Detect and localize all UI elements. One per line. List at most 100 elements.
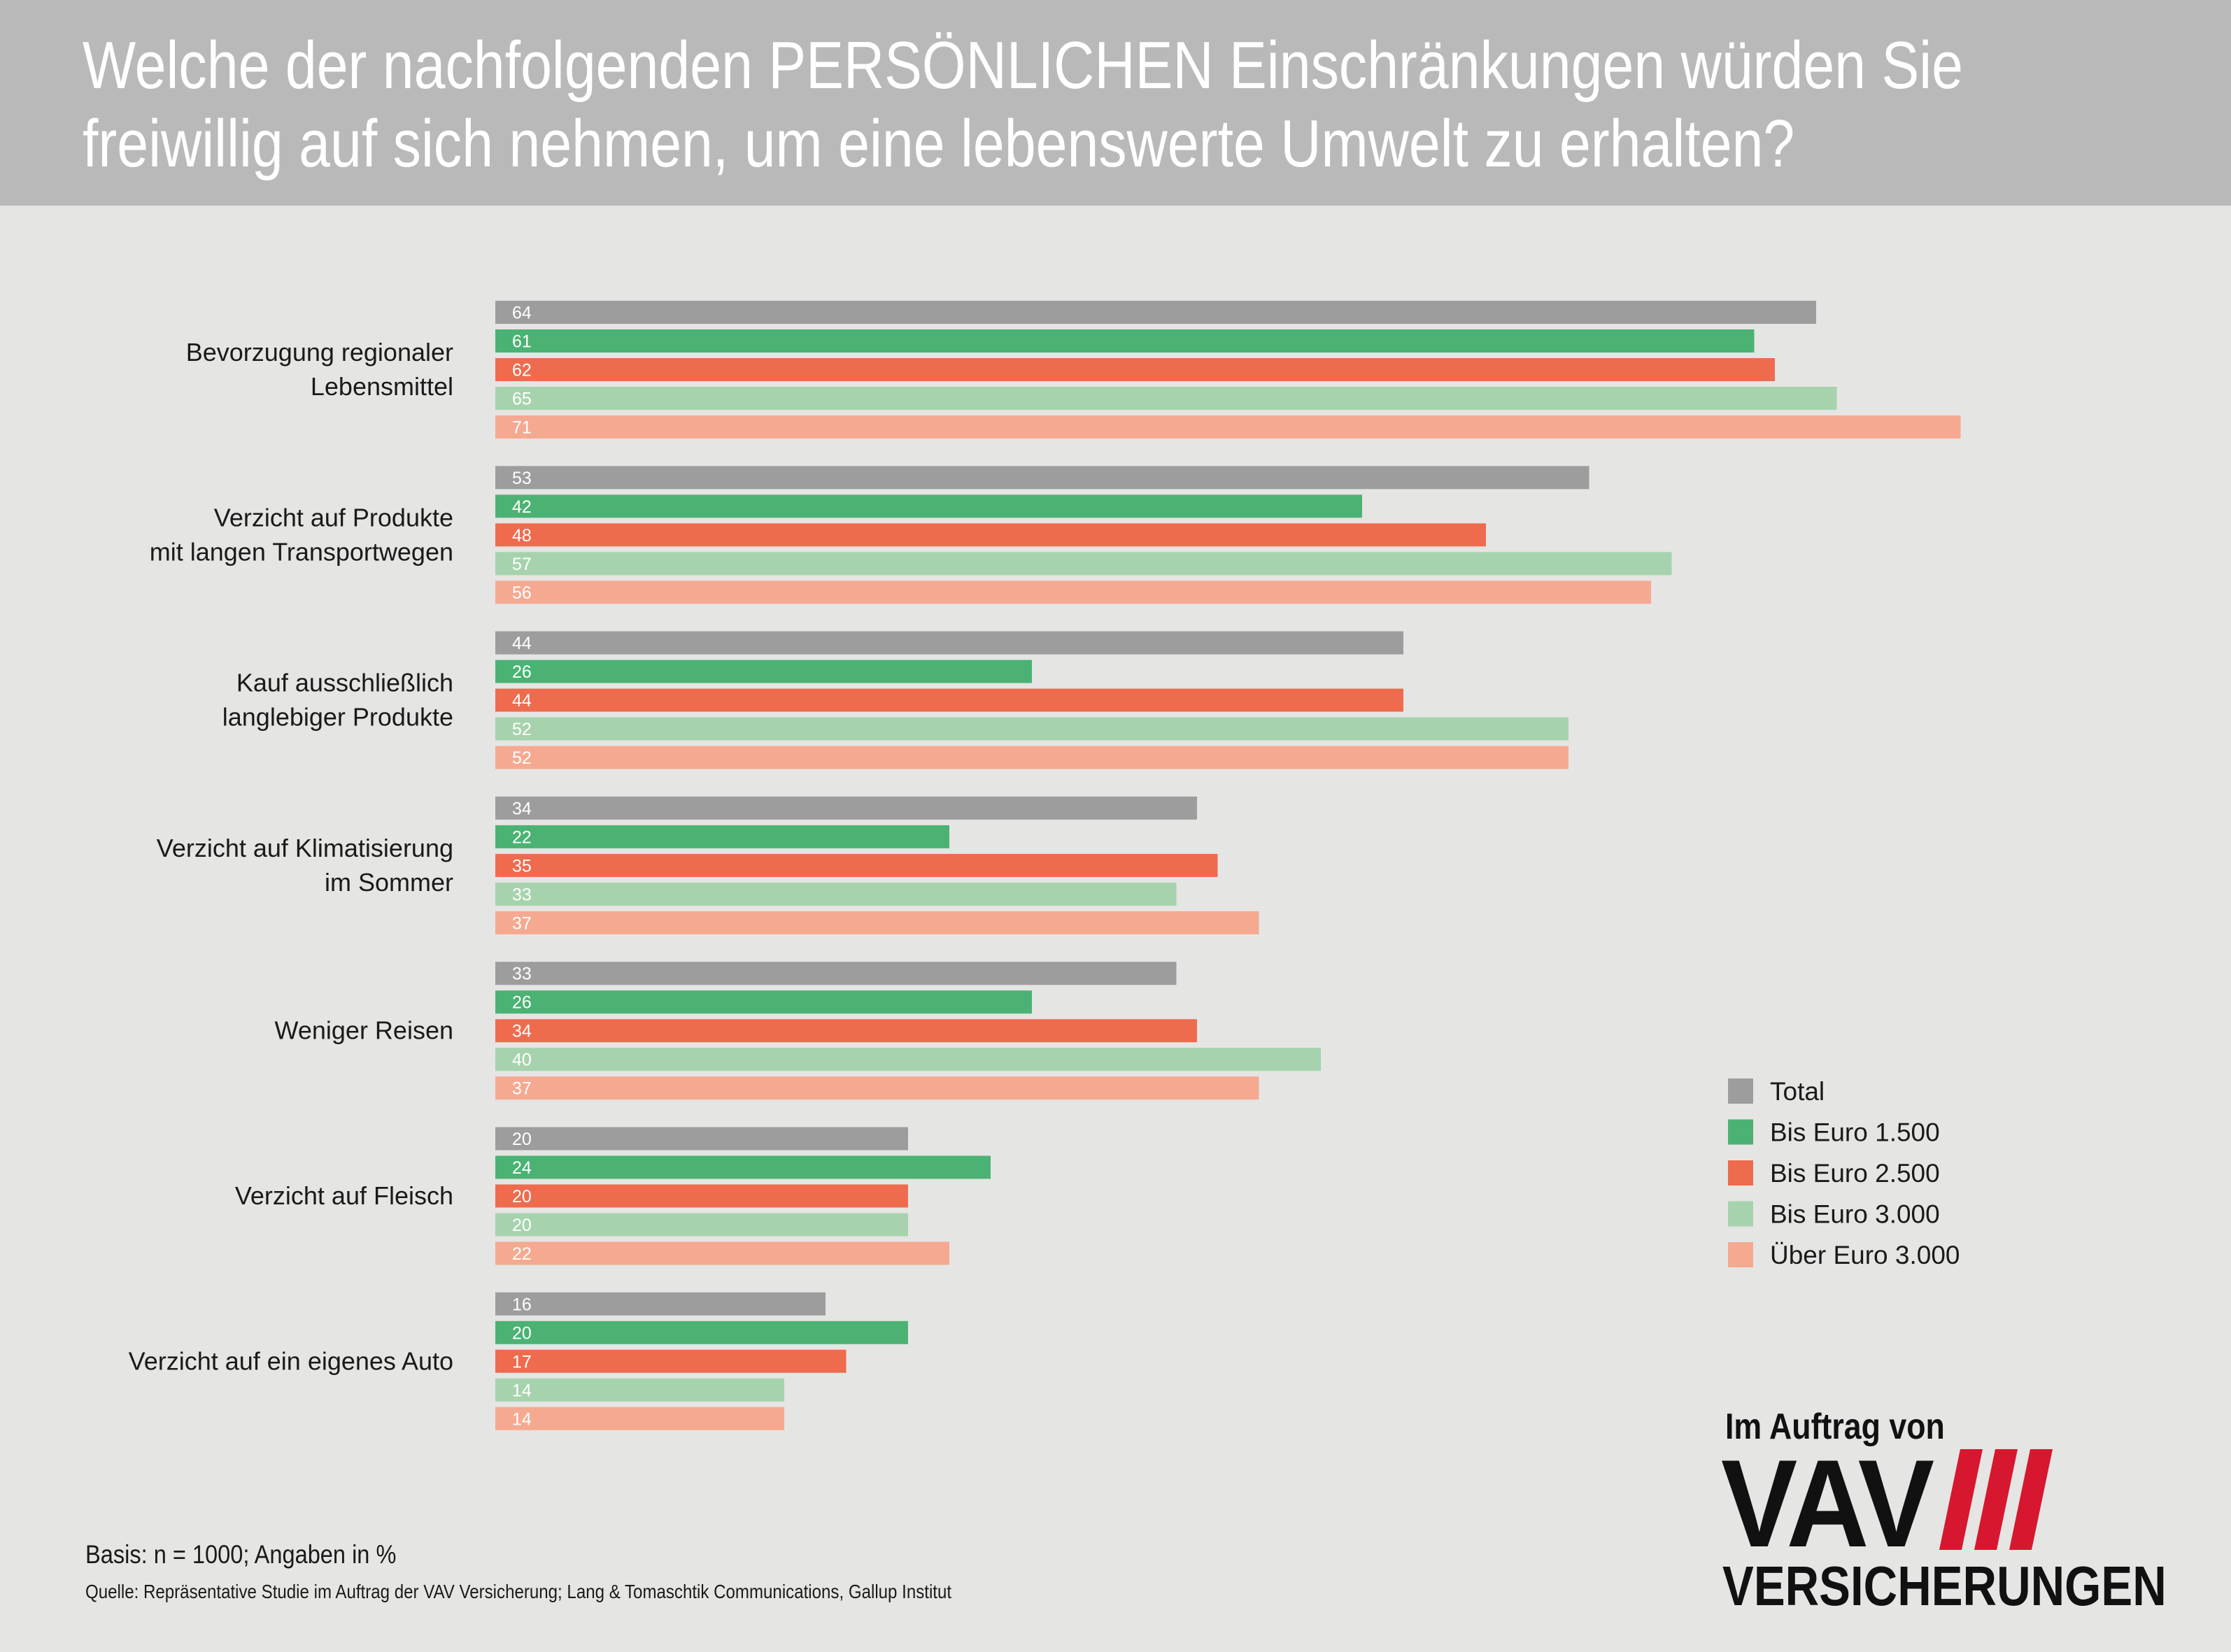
bar <box>495 1349 847 1373</box>
legend-label: Bis Euro 3.000 <box>1770 1200 1940 1229</box>
bar <box>495 911 1259 934</box>
bar-value-label: 42 <box>512 497 532 517</box>
bar-value-label: 33 <box>512 885 532 904</box>
bar-value-label: 34 <box>512 1022 532 1041</box>
logo-stripe <box>1939 1449 1983 1550</box>
vav-logo: Im Auftrag von VAV VERSICHERUNGEN <box>1721 1406 2197 1614</box>
bar <box>495 746 1568 769</box>
bar <box>495 552 1672 576</box>
bar <box>495 387 1837 410</box>
legend-swatch <box>1728 1160 1753 1185</box>
bar <box>495 1019 1197 1043</box>
bar <box>495 660 1032 683</box>
bar <box>495 825 949 848</box>
logo-stripe <box>1974 1449 2018 1550</box>
bar <box>495 1184 908 1208</box>
bar-value-label: 57 <box>512 555 532 574</box>
bar-value-label: 44 <box>512 691 532 711</box>
bar <box>495 523 1486 547</box>
bar <box>495 1320 908 1344</box>
bar-value-label: 61 <box>512 332 532 352</box>
bar <box>495 1378 784 1402</box>
bar-value-label: 20 <box>512 1130 532 1149</box>
bar-value-label: 26 <box>512 662 532 682</box>
bar <box>495 1155 991 1179</box>
bar-value-label: 16 <box>512 1295 532 1314</box>
bar-value-label: 17 <box>512 1352 532 1372</box>
chart-title: Welche der nachfolgenden PERSÖNLICHEN Ei… <box>83 27 1964 183</box>
bar-value-label: 44 <box>512 634 532 653</box>
logo-stripes-icon <box>1939 1449 2053 1550</box>
bar-value-label: 20 <box>512 1323 532 1343</box>
category-label: Lebensmittel <box>311 372 453 401</box>
legend-swatch <box>1728 1242 1753 1267</box>
bar-value-label: 14 <box>512 1381 532 1400</box>
bar-value-label: 22 <box>512 827 532 847</box>
bar <box>495 990 1032 1014</box>
bar <box>495 853 1218 877</box>
category-label: Bevorzugung regionaler <box>186 338 453 366</box>
category-label: mit langen Transportwegen <box>150 537 453 566</box>
bar <box>495 1407 784 1430</box>
bar <box>495 631 1403 655</box>
bar-value-label: 37 <box>512 913 532 933</box>
bar <box>495 882 1177 906</box>
bar <box>495 717 1568 741</box>
chart-title-line-2: freiwillig auf sich nehmen, um eine lebe… <box>83 106 1795 181</box>
bar-value-label: 56 <box>512 583 532 603</box>
bar <box>495 1127 908 1151</box>
category-label: Verzicht auf Klimatisierung <box>157 834 453 862</box>
legend-label: Über Euro 3.000 <box>1770 1241 1960 1269</box>
bar <box>495 1076 1259 1100</box>
bar-value-label: 52 <box>512 720 532 739</box>
logo-tagline: Im Auftrag von <box>1725 1407 1945 1447</box>
bar-value-label: 48 <box>512 526 532 546</box>
category-label: Weniger Reisen <box>275 1016 453 1045</box>
bar <box>495 1241 949 1265</box>
bar <box>495 494 1362 518</box>
legend-label: Bis Euro 2.500 <box>1770 1159 1940 1188</box>
bar-value-label: 20 <box>512 1216 532 1235</box>
legend-swatch <box>1728 1119 1753 1145</box>
footer-basis: Basis: n = 1000; Angaben in % <box>85 1540 397 1569</box>
bar-value-label: 37 <box>512 1079 532 1099</box>
bar <box>495 796 1197 820</box>
bar <box>495 301 1816 324</box>
bar-value-label: 53 <box>512 469 532 488</box>
bar <box>495 581 1651 604</box>
bar-value-label: 26 <box>512 993 532 1013</box>
bar <box>495 329 1755 353</box>
logo-stripe <box>2009 1449 2053 1550</box>
category-label: Kauf ausschließlich <box>236 669 453 697</box>
category-label: Verzicht auf Produkte <box>214 503 453 532</box>
bar-value-label: 20 <box>512 1187 532 1206</box>
footer-source: Quelle: Repräsentative Studie im Auftrag… <box>85 1581 952 1602</box>
bar-value-label: 14 <box>512 1409 532 1429</box>
bar <box>495 466 1589 490</box>
category-label: langlebiger Produkte <box>222 703 453 732</box>
bar <box>495 962 1177 985</box>
bar <box>495 358 1775 381</box>
chart-title-line-1: Welche der nachfolgenden PERSÖNLICHEN Ei… <box>83 28 1964 103</box>
category-label: Verzicht auf Fleisch <box>235 1181 453 1210</box>
bar <box>495 415 1961 439</box>
category-label: im Sommer <box>325 868 453 897</box>
header-banner: Welche der nachfolgenden PERSÖNLICHEN Ei… <box>0 0 2231 206</box>
logo-subtitle: VERSICHERUNGEN <box>1722 1555 2167 1617</box>
bar <box>495 1213 908 1237</box>
bar-value-label: 34 <box>512 799 532 818</box>
bar-value-label: 62 <box>512 361 532 380</box>
bar <box>495 1048 1321 1071</box>
bar-value-label: 40 <box>512 1051 532 1070</box>
bar-value-label: 33 <box>512 964 532 984</box>
bar-value-label: 65 <box>512 390 532 409</box>
legend-label: Bis Euro 1.500 <box>1770 1118 1940 1147</box>
logo-name: VAV <box>1721 1434 1934 1573</box>
legend-swatch <box>1728 1201 1753 1227</box>
bar-value-label: 64 <box>512 304 532 323</box>
bar <box>495 688 1403 712</box>
category-label: Verzicht auf ein eigenes Auto <box>129 1346 453 1375</box>
bar-value-label: 52 <box>512 748 532 768</box>
bar-value-label: 24 <box>512 1158 532 1178</box>
